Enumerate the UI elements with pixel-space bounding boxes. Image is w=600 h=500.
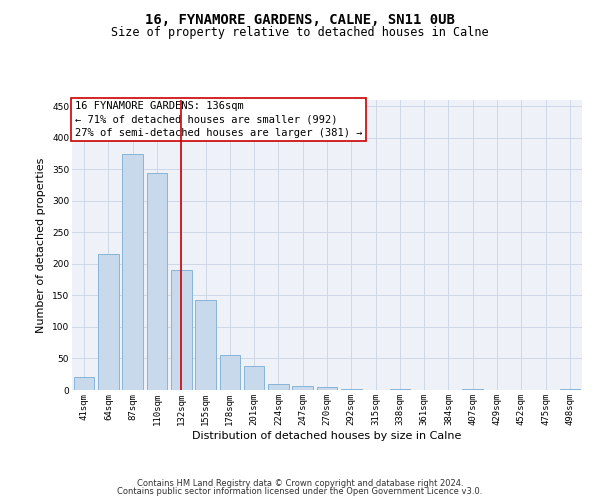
Bar	[292, 386, 313, 390]
Bar	[220, 356, 240, 390]
Bar	[463, 388, 483, 390]
Text: Contains HM Land Registry data © Crown copyright and database right 2024.: Contains HM Land Registry data © Crown c…	[137, 478, 463, 488]
Y-axis label: Number of detached properties: Number of detached properties	[37, 158, 46, 332]
X-axis label: Distribution of detached houses by size in Calne: Distribution of detached houses by size …	[193, 430, 461, 440]
Bar	[74, 378, 94, 390]
Bar	[98, 254, 119, 390]
Text: 16, FYNAMORE GARDENS, CALNE, SN11 0UB: 16, FYNAMORE GARDENS, CALNE, SN11 0UB	[145, 12, 455, 26]
Bar	[268, 384, 289, 390]
Bar	[122, 154, 143, 390]
Bar	[171, 270, 191, 390]
Bar	[341, 388, 362, 390]
Text: Size of property relative to detached houses in Calne: Size of property relative to detached ho…	[111, 26, 489, 39]
Text: Contains public sector information licensed under the Open Government Licence v3: Contains public sector information licen…	[118, 487, 482, 496]
Bar	[195, 300, 216, 390]
Bar	[317, 388, 337, 390]
Bar	[560, 388, 580, 390]
Bar	[146, 172, 167, 390]
Bar	[244, 366, 265, 390]
Text: 16 FYNAMORE GARDENS: 136sqm
← 71% of detached houses are smaller (992)
27% of se: 16 FYNAMORE GARDENS: 136sqm ← 71% of det…	[74, 102, 362, 138]
